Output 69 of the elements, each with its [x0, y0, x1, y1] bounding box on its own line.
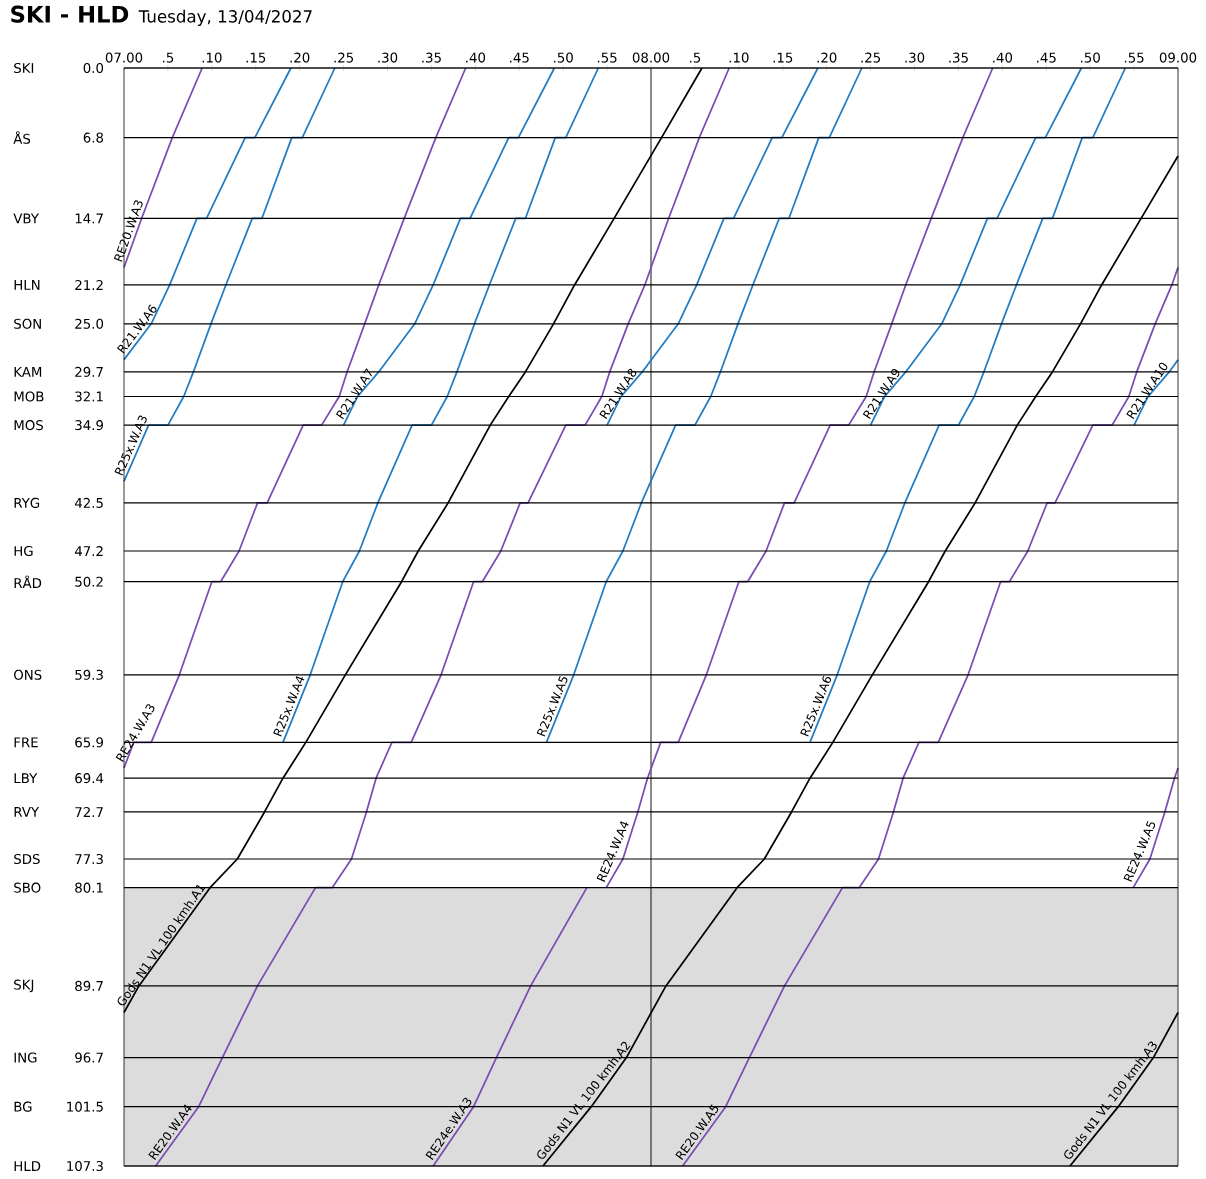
x-tick-label: .10: [729, 52, 749, 63]
text: FRE: [14, 737, 38, 748]
x-tick-label: .50: [1081, 52, 1100, 63]
x-tick-label: .45: [1037, 52, 1056, 63]
y-tick-label: 96.7: [75, 1052, 103, 1063]
text: MOS: [14, 420, 43, 431]
text: BG: [14, 1101, 32, 1112]
x-tick-label: .20: [290, 52, 310, 63]
y-tick-label: 47.2: [74, 546, 103, 556]
x-tick-label: .15: [773, 52, 793, 63]
text: SKI: [14, 62, 34, 74]
chart-subtitle: Tuesday, 13/04/2027: [138, 9, 312, 26]
x-tick-label: 09.00: [1159, 52, 1197, 63]
text: SON: [14, 318, 41, 329]
text: HG: [14, 545, 33, 557]
x-tick-label: .25: [334, 52, 354, 63]
x-tick-label: .35: [949, 52, 968, 63]
text: HLN: [14, 280, 40, 290]
x-tick-label: .55: [597, 52, 617, 63]
text: RYG: [14, 497, 40, 508]
text: MOB: [14, 391, 44, 402]
y-tick-label: 32.1: [75, 391, 103, 402]
y-tick-label: 6.8: [83, 132, 104, 143]
x-tick-label: .30: [378, 52, 398, 63]
y-tick-label: 0.0: [83, 62, 104, 74]
text: ÅS: [13, 131, 31, 144]
text: KAM: [14, 367, 42, 377]
text: ONS: [14, 669, 42, 680]
x-tick-label: 07.00: [105, 52, 143, 63]
y-tick-label: 101.5: [67, 1101, 103, 1112]
y-tick-label: 65.9: [75, 737, 104, 748]
x-tick-label: .25: [861, 52, 881, 63]
y-tick-label: 29.7: [75, 366, 103, 377]
text: SDS: [14, 853, 40, 865]
x-tick-label: .40: [466, 52, 486, 63]
x-tick-label: 08.00: [632, 52, 670, 63]
y-tick-label: 14.7: [75, 213, 103, 224]
text: HLD: [14, 1161, 41, 1171]
x-tick-label: .10: [202, 52, 222, 63]
text: ING: [14, 1052, 37, 1063]
chart-title: SKI - HLD: [11, 5, 129, 23]
text: RÅD: [14, 575, 42, 588]
y-tick-label: 50.2: [75, 576, 103, 587]
y-tick-label: 59.3: [75, 669, 103, 680]
y-tick-label: 89.7: [75, 980, 103, 991]
y-tick-label: 34.9: [75, 420, 104, 431]
text: RVY: [14, 807, 40, 817]
x-tick-label: .55: [1124, 52, 1144, 63]
x-tick-label: .50: [553, 52, 573, 63]
x-tick-label: .15: [246, 52, 266, 63]
y-tick-label: 77.3: [75, 853, 103, 865]
x-tick-label: .5: [162, 52, 174, 63]
y-tick-label: 42.5: [74, 497, 103, 508]
y-tick-label: 72.7: [75, 806, 103, 817]
y-tick-label: 21.2: [75, 279, 103, 290]
x-tick-label: .30: [905, 52, 925, 63]
y-tick-label: 80.1: [75, 882, 103, 893]
y-tick-label: 107.3: [67, 1160, 103, 1172]
y-tick-label: 69.4: [75, 773, 104, 784]
x-tick-label: .40: [993, 52, 1013, 63]
x-tick-label: .5: [689, 52, 701, 63]
text: SKJ: [14, 979, 34, 993]
y-tick-label: 25.0: [75, 318, 104, 329]
text: LBY: [14, 773, 38, 784]
text: SBO: [14, 882, 41, 893]
text: VBY: [13, 213, 39, 224]
x-tick-label: .35: [422, 52, 441, 63]
x-tick-label: .20: [817, 52, 837, 63]
x-tick-label: .45: [510, 52, 529, 63]
